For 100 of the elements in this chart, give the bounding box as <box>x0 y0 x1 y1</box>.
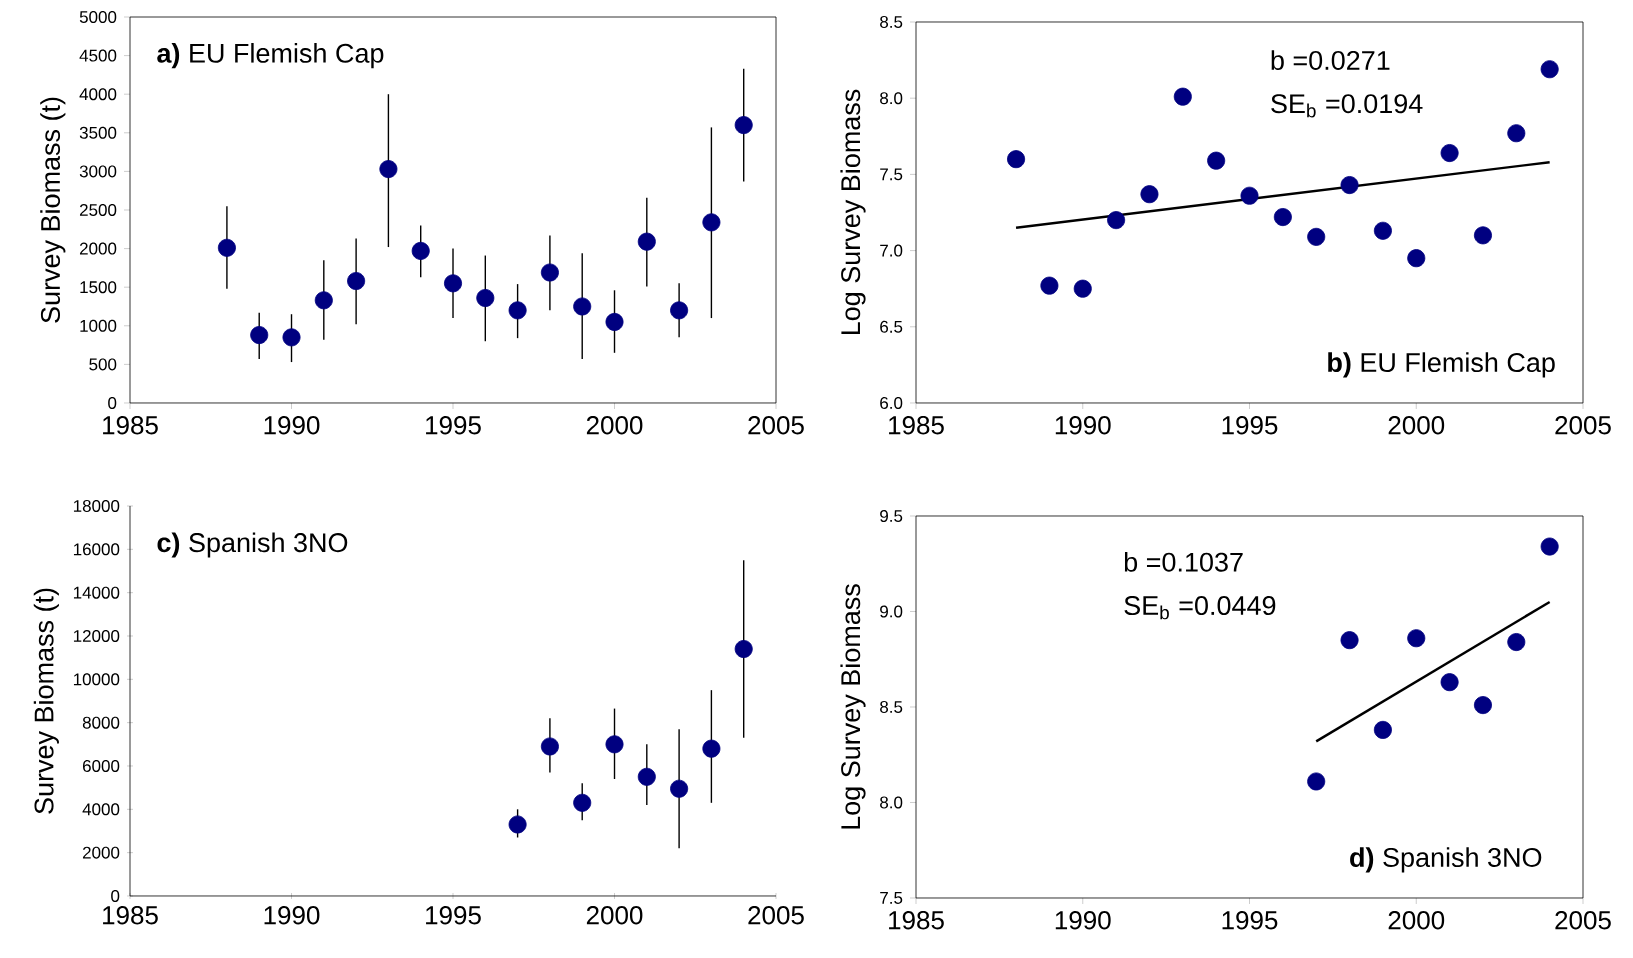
point <box>1440 673 1459 692</box>
y-tick-label: 16000 <box>73 543 120 556</box>
point <box>1207 151 1226 170</box>
y-tick-label: 14000 <box>73 586 120 599</box>
point <box>217 238 236 257</box>
point <box>1407 249 1426 268</box>
x-tick-label: 1985 <box>103 906 158 925</box>
annotation: SE$_{b}$ =0.0194 <box>1271 94 1423 118</box>
x-tick-label: 1990 <box>264 906 320 925</box>
text: c) Spanish 3NO <box>157 532 348 558</box>
x-tick-label: 1990 <box>1055 911 1111 930</box>
y-axis-title: Survey Biomass (t) <box>40 97 66 323</box>
annotation: SE$_{b}$ =0.0449 <box>1124 596 1276 620</box>
point <box>347 272 366 291</box>
point <box>1340 176 1359 195</box>
point <box>702 739 721 758</box>
y-tick-label: 7.0 <box>880 244 903 257</box>
point <box>1107 211 1126 230</box>
point <box>1473 696 1492 715</box>
x-tick-label: 2000 <box>1388 416 1445 435</box>
point <box>1307 227 1326 246</box>
y-tick-label: 8.5 <box>880 15 903 28</box>
annotation: b =0.1037 <box>1124 551 1243 572</box>
point <box>670 779 689 798</box>
point <box>1373 720 1392 739</box>
y-tick-label: 12000 <box>73 629 120 642</box>
point <box>637 767 656 786</box>
y-tick-label: 9.5 <box>880 509 903 522</box>
y-tick-label: 9.0 <box>880 605 903 618</box>
y-tick-label: 7.5 <box>880 168 903 181</box>
y-tick-label: 0 <box>111 889 120 902</box>
point <box>379 160 398 179</box>
x-tick-label: 2005 <box>1555 416 1611 435</box>
point <box>1440 144 1459 163</box>
point <box>508 815 527 834</box>
x-tick-label: 1985 <box>103 416 158 435</box>
y-tick-label: 3500 <box>79 126 117 139</box>
y-tick-label: 5000 <box>79 11 117 24</box>
y-axis-title: Log Survey Biomass <box>840 584 866 829</box>
x-tick-label: 1990 <box>264 416 320 435</box>
y-tick-label: 18000 <box>73 499 120 512</box>
point <box>540 737 559 756</box>
point <box>1540 537 1559 556</box>
y-tick-label: 2000 <box>82 846 120 859</box>
point <box>476 289 495 307</box>
point <box>1407 629 1426 648</box>
point <box>1507 124 1526 143</box>
point <box>573 793 592 812</box>
point <box>670 301 689 320</box>
x-tick-label: 1995 <box>1222 911 1278 930</box>
point <box>734 116 753 135</box>
text: b) EU Flemish Cap <box>1328 352 1555 378</box>
y-tick-label: 8.0 <box>880 796 903 809</box>
point <box>637 232 656 251</box>
x-tick-label: 1995 <box>426 906 481 925</box>
point <box>1540 60 1559 79</box>
point <box>1140 185 1159 204</box>
point <box>734 639 753 658</box>
y-tick-label: 6.0 <box>880 396 903 409</box>
point <box>1073 279 1092 298</box>
y-tick-label: 3000 <box>79 165 117 178</box>
point <box>508 301 527 320</box>
y-tick-label: 4000 <box>82 803 120 816</box>
x-tick-label: 1995 <box>426 416 481 435</box>
y-tick-label: 2000 <box>79 242 117 255</box>
point <box>573 297 592 316</box>
y-tick-label: 10000 <box>73 673 120 686</box>
annotation: b =0.0271 <box>1271 50 1390 70</box>
point <box>411 241 430 260</box>
x-tick-label: 1995 <box>1222 416 1278 435</box>
y-tick-label: 8000 <box>82 716 120 729</box>
y-axis-title: Survey Biomass (t) <box>33 588 59 814</box>
point <box>605 312 624 331</box>
y-tick-label: 6000 <box>83 759 120 772</box>
point <box>282 328 301 347</box>
point <box>1240 186 1259 205</box>
point <box>250 326 269 345</box>
point <box>1007 150 1026 169</box>
point <box>1340 631 1359 650</box>
point <box>1040 276 1059 295</box>
y-tick-label: 500 <box>89 358 117 371</box>
x-tick-label: 2005 <box>748 906 804 925</box>
point <box>444 274 463 293</box>
y-tick-label: 8.5 <box>880 700 903 713</box>
y-tick-label: 1500 <box>80 281 117 294</box>
y-tick-label: 7.5 <box>880 892 903 904</box>
point <box>1307 772 1326 791</box>
y-tick-label: 4000 <box>79 88 117 101</box>
point <box>540 263 559 282</box>
x-tick-label: 2000 <box>586 416 643 435</box>
text: d) Spanish 3NO <box>1350 847 1542 873</box>
point <box>1173 87 1192 106</box>
y-tick-label: 0 <box>108 396 117 409</box>
y-tick-label: 1000 <box>80 319 117 332</box>
text: a) EU Flemish Cap <box>157 43 384 69</box>
y-tick-label: 2500 <box>79 203 117 216</box>
y-tick-label: 6.5 <box>880 320 903 333</box>
x-tick-label: 2000 <box>586 906 643 925</box>
point <box>1373 221 1392 240</box>
point <box>314 291 333 310</box>
